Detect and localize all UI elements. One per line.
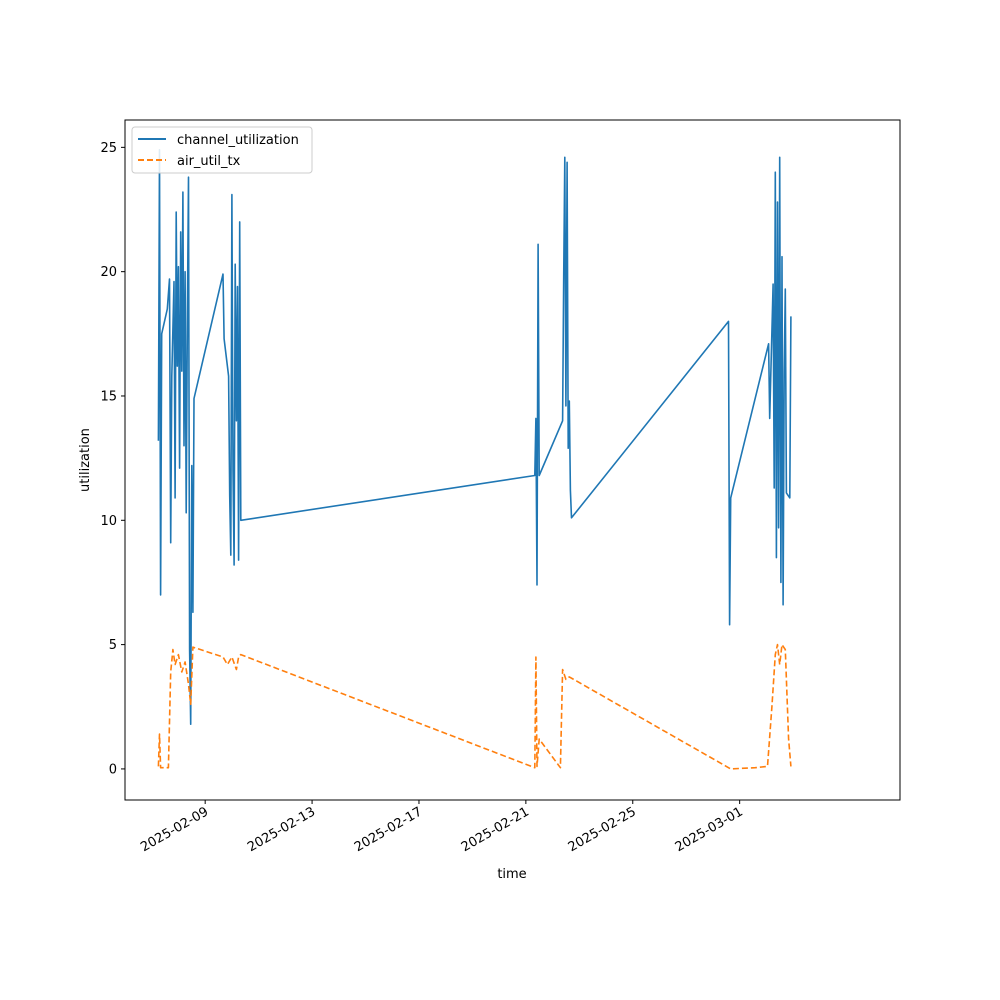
series-line-air-util-tx xyxy=(157,643,792,770)
series-layer xyxy=(157,149,792,770)
y-axis: 0 5 10 15 20 25 xyxy=(100,141,125,777)
legend-label-air-util-tx: air_util_tx xyxy=(177,154,241,169)
series-line-channel-utilization xyxy=(157,149,792,726)
legend-label-channel-utilization: channel_utilization xyxy=(177,133,299,148)
legend-box xyxy=(131,126,313,174)
legend: channel_utilization air_util_tx xyxy=(131,126,313,174)
plot-frame xyxy=(124,119,901,801)
y-tick-label: 5 xyxy=(109,638,117,653)
y-tick-label: 0 xyxy=(109,762,117,777)
y-tick-label: 20 xyxy=(100,265,117,280)
y-axis-label: utilization xyxy=(78,428,93,492)
y-tick-label: 10 xyxy=(100,514,117,529)
y-tick-label: 15 xyxy=(100,389,117,404)
x-axis-label: time xyxy=(497,867,526,882)
y-tick-label: 25 xyxy=(100,141,117,156)
